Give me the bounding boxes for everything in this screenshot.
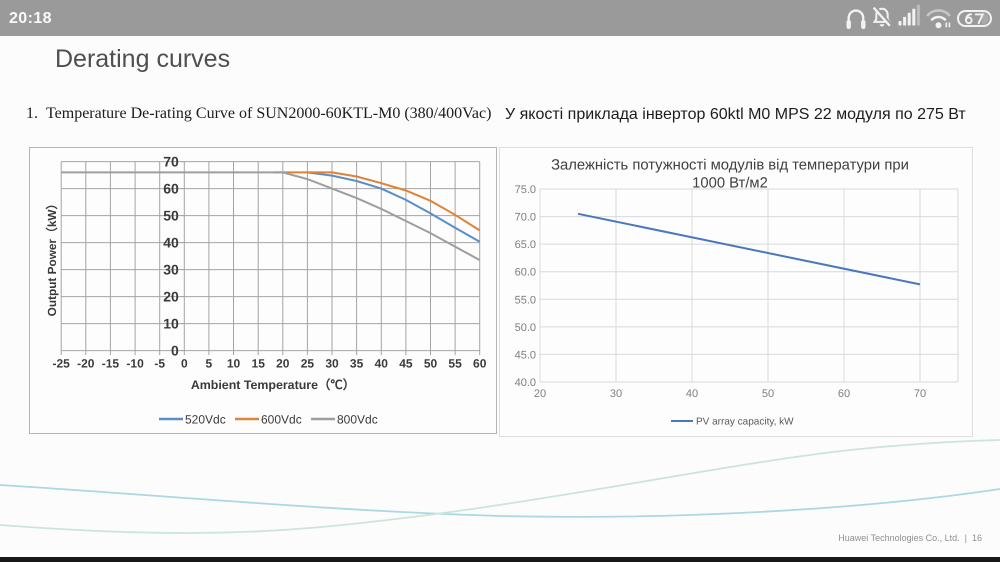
svg-text:40.0: 40.0 [515,377,536,389]
svg-text:50.0: 50.0 [515,322,536,334]
svg-text:70: 70 [163,153,179,169]
svg-text:65.0: 65.0 [515,239,536,251]
svg-text:520Vdc: 520Vdc [185,413,226,427]
svg-text:10: 10 [163,315,179,331]
svg-text:60: 60 [163,180,179,196]
svg-text:-20: -20 [77,357,95,371]
svg-text:-25: -25 [53,357,71,371]
svg-text:-10: -10 [126,357,144,371]
svg-text:70.0: 70.0 [515,212,536,224]
svg-text:-5: -5 [154,357,165,371]
svg-text:0: 0 [181,357,188,371]
svg-text:40: 40 [375,357,389,371]
svg-text:30: 30 [163,261,179,277]
svg-text:50: 50 [762,388,774,400]
svg-text:50: 50 [424,357,438,371]
svg-text:60: 60 [473,357,487,371]
svg-text:-15: -15 [102,357,120,371]
svg-text:1000 Вт/м2: 1000 Вт/м2 [692,176,768,192]
svg-text:Output Power（kW）: Output Power（kW） [45,198,59,317]
svg-text:40: 40 [686,388,698,400]
svg-text:25: 25 [301,357,315,371]
svg-text:Ambient Temperature（℃）: Ambient Temperature（℃） [191,378,355,392]
svg-text:600Vdc: 600Vdc [261,413,302,427]
svg-text:20: 20 [163,288,179,304]
svg-text:75.0: 75.0 [515,184,536,196]
svg-text:60.0: 60.0 [515,267,536,279]
svg-text:45: 45 [399,357,413,371]
svg-text:50: 50 [163,207,179,223]
svg-text:40: 40 [163,234,179,250]
svg-text:35: 35 [350,357,364,371]
svg-text:PV array capacity, kW: PV array capacity, kW [696,417,794,428]
svg-text:0: 0 [171,342,179,358]
svg-text:20: 20 [534,388,546,400]
svg-text:30: 30 [325,357,339,371]
svg-text:5: 5 [206,357,213,371]
svg-text:800Vdc: 800Vdc [337,413,378,427]
svg-text:55: 55 [448,357,462,371]
svg-text:45.0: 45.0 [515,349,536,361]
svg-text:20: 20 [276,357,290,371]
svg-text:30: 30 [610,388,622,400]
svg-text:15: 15 [252,357,266,371]
svg-text:10: 10 [227,357,241,371]
svg-text:Залежність потужності модулів: Залежність потужності модулів від темпер… [551,158,909,174]
svg-text:60: 60 [838,388,850,400]
svg-text:70: 70 [914,388,926,400]
svg-text:55.0: 55.0 [515,294,536,306]
